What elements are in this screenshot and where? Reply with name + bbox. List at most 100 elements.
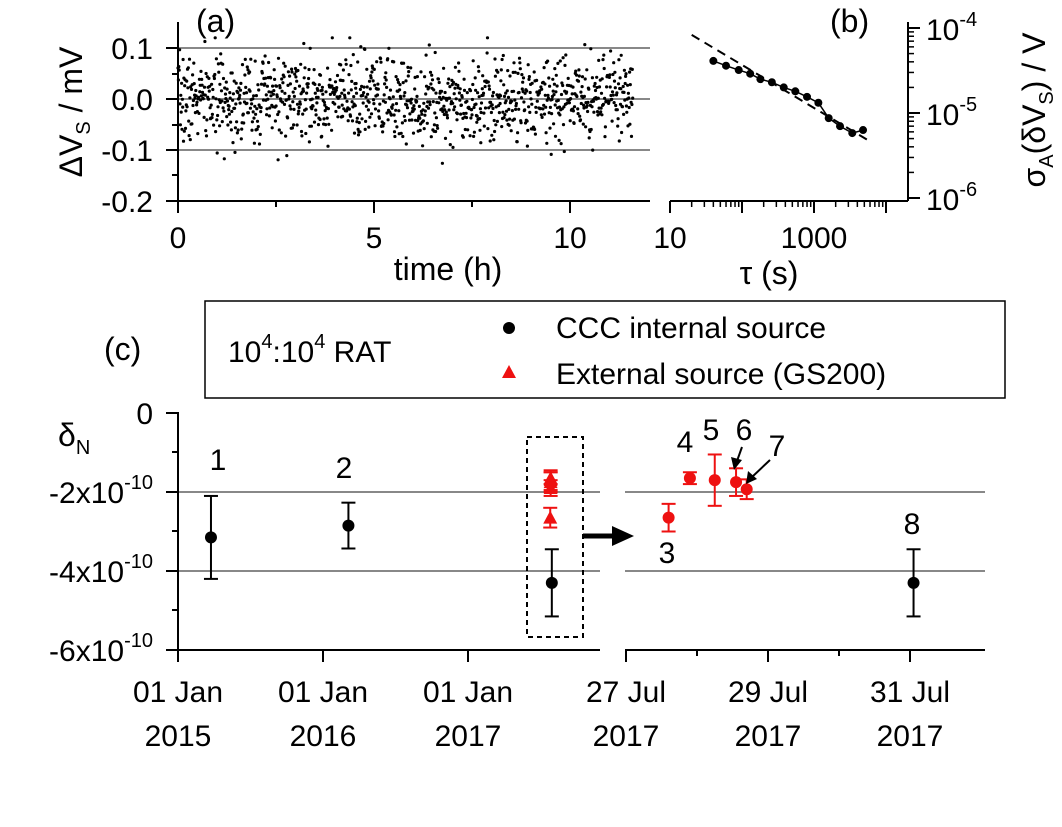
data-point (552, 93, 556, 97)
panel-a-xtick-label: 5 (366, 222, 383, 255)
data-point (370, 70, 374, 74)
data-point (435, 124, 439, 128)
data-point (577, 68, 581, 72)
data-point (286, 83, 290, 87)
data-point (255, 119, 260, 123)
data-point (210, 112, 214, 116)
data-point (626, 83, 630, 87)
data-point (475, 114, 479, 118)
data-point (412, 104, 416, 108)
data-point (584, 125, 588, 129)
data-point (574, 69, 578, 73)
data-point (504, 99, 508, 103)
data-point (462, 88, 467, 92)
data-point (347, 91, 351, 95)
data-point (259, 110, 263, 114)
data-point (433, 111, 437, 115)
data-point (330, 36, 334, 40)
panel-c-xtick-label: 2017 (593, 720, 660, 753)
data-point (543, 82, 547, 86)
data-point (401, 81, 405, 85)
data-point (630, 67, 634, 71)
data-point (314, 113, 318, 117)
data-point (501, 110, 505, 114)
data-point (612, 79, 617, 83)
data-point (394, 75, 398, 79)
data-point (411, 131, 416, 135)
data-point (279, 131, 283, 135)
data-point (625, 110, 629, 114)
data-point (501, 53, 505, 58)
data-point (276, 158, 280, 162)
data-point (266, 97, 270, 101)
data-point (299, 129, 304, 134)
data-point (505, 118, 509, 122)
data-point (511, 89, 516, 93)
data-point (386, 118, 390, 122)
data-point (443, 90, 447, 95)
data-point (256, 83, 260, 87)
panel-a-tag: (a) (196, 3, 235, 39)
data-point (347, 107, 351, 111)
allan-point (859, 126, 868, 135)
panel-c-xtick-label: 27 Jul (586, 676, 666, 709)
panel-a-data-points (176, 36, 635, 165)
data-point (600, 113, 604, 117)
data-point (609, 49, 613, 53)
data-point (384, 71, 388, 75)
data-point (366, 92, 370, 96)
data-point (277, 110, 281, 114)
data-point (304, 107, 308, 111)
data-point (629, 134, 634, 138)
data-point (432, 88, 436, 92)
data-point (234, 81, 238, 85)
data-point (571, 109, 576, 113)
data-point (534, 105, 538, 109)
data-point (307, 140, 311, 144)
data-point (330, 84, 334, 88)
data-point (465, 91, 469, 95)
data-point (437, 101, 441, 105)
data-point (210, 116, 214, 120)
data-point (429, 135, 433, 139)
data-point (211, 95, 215, 99)
data-point (185, 79, 189, 83)
data-point (593, 81, 597, 86)
data-point (392, 130, 397, 134)
data-point (372, 102, 376, 106)
data-point (585, 104, 589, 108)
data-point (547, 111, 551, 115)
annotation-arrowhead-7 (746, 471, 757, 484)
data-point (335, 86, 339, 90)
data-point (365, 85, 369, 89)
data-point (548, 84, 552, 88)
data-point (570, 92, 574, 96)
data-point (354, 86, 358, 90)
data-point (254, 94, 258, 98)
data-point (225, 99, 230, 103)
external-point (543, 481, 558, 495)
data-point (527, 75, 532, 79)
data-point (246, 111, 250, 115)
data-point (290, 126, 294, 130)
data-point (272, 68, 276, 72)
data-point (615, 91, 619, 95)
zoom-arrow-head (612, 526, 634, 546)
data-point (396, 78, 400, 82)
data-point (521, 80, 525, 84)
data-point (517, 90, 521, 95)
data-point (315, 101, 319, 105)
data-point (187, 57, 192, 61)
data-point (627, 105, 631, 110)
data-point (235, 120, 239, 124)
data-point (219, 52, 223, 56)
data-point (473, 76, 477, 80)
data-point (244, 91, 249, 95)
data-point (454, 97, 458, 101)
data-point (476, 65, 480, 69)
data-point (410, 118, 414, 122)
data-point (506, 69, 510, 73)
data-point (458, 87, 462, 91)
data-point (287, 97, 291, 101)
data-point (607, 75, 612, 79)
